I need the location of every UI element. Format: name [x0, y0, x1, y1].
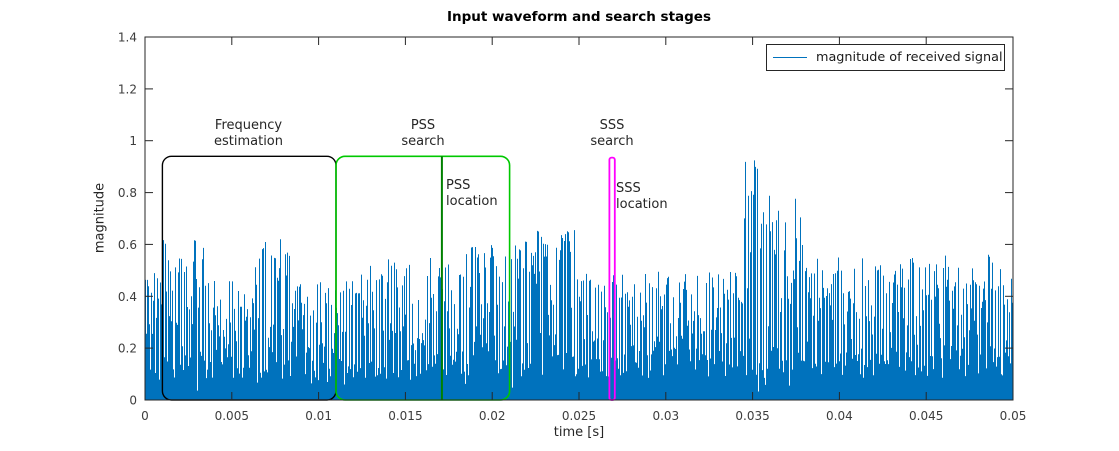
- x-tick-label: 0.005: [215, 409, 249, 423]
- y-tick-label: 1.2: [118, 82, 137, 96]
- y-axis-label: magnitude: [92, 182, 108, 254]
- annotation-label-sss-search: SSS search: [590, 118, 634, 149]
- x-tick-label: 0.035: [735, 409, 769, 423]
- waveform-path: [145, 160, 1013, 400]
- x-tick-label: 0: [141, 409, 149, 423]
- x-tick-label: 0.045: [909, 409, 943, 423]
- chart-title: Input waveform and search stages: [447, 9, 711, 25]
- y-tick-label: 0.4: [118, 290, 137, 304]
- x-axis-label: time [s]: [553, 425, 605, 440]
- annotation-label-pss-search: PSS search: [401, 118, 445, 149]
- annotation-label-frequency-estimation: Frequency estimation: [213, 118, 283, 149]
- legend-box: magnitude of received signal: [766, 44, 1005, 71]
- legend-line-sample: [773, 57, 807, 58]
- legend-entry-label: magnitude of received signal: [816, 50, 1003, 65]
- x-tick-label: 0.01: [305, 409, 332, 423]
- y-tick-label: 0.2: [118, 342, 137, 356]
- x-tick-label: 0.04: [826, 409, 853, 423]
- waveform-series: [145, 160, 1013, 400]
- y-tick-label: 0.6: [118, 238, 137, 252]
- y-tick-label: 0.8: [118, 186, 137, 200]
- annotation-label-sss-location: SSS location: [616, 181, 668, 212]
- x-tick-label: 0.02: [479, 409, 506, 423]
- x-tick-label: 0.025: [562, 409, 596, 423]
- y-tick-label: 0: [129, 394, 137, 408]
- axes: 0 0.005 0.01 0.015 0.02 0.025 0.03 0.035 0.04 0.0…: [118, 31, 1026, 424]
- y-tick-label: 1: [129, 134, 137, 148]
- x-tick-label: 0.03: [652, 409, 679, 423]
- annotation-label-pss-location: PSS location: [446, 178, 498, 209]
- x-tick-label: 0.015: [388, 409, 422, 423]
- x-tick-label: 0.05: [1000, 409, 1027, 423]
- y-tick-label: 1.4: [118, 31, 137, 45]
